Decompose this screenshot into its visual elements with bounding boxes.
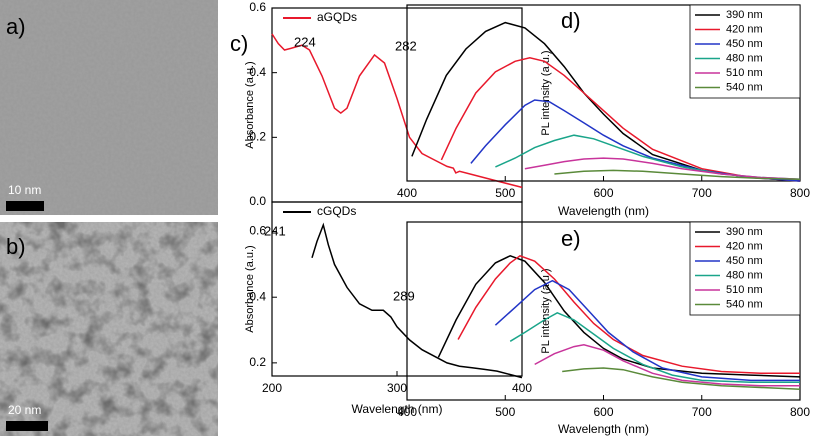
x-axis-label: Wavelength (nm) — [352, 402, 443, 416]
legend-label: cGQDs — [317, 204, 356, 218]
data-line — [509, 311, 800, 383]
x-tick-label: 500 — [495, 405, 515, 419]
annotation: 289 — [393, 288, 415, 303]
data-line — [271, 33, 523, 189]
data-line — [554, 169, 801, 180]
legend-label: 420 nm — [726, 23, 763, 35]
x-tick-label: 400 — [512, 381, 532, 395]
legend-box — [689, 4, 801, 99]
x-tick-label: 300 — [387, 381, 407, 395]
annotation: 224 — [294, 34, 316, 49]
x-axis-label: Wavelength (nm) — [558, 204, 649, 218]
legend-label: 390 nm — [726, 9, 763, 21]
x-tick-label: 700 — [692, 405, 712, 419]
y-tick-label: 0.4 — [249, 65, 266, 79]
x-tick-label: 200 — [262, 381, 282, 395]
data-line — [524, 157, 801, 180]
legend-label: aGQDs — [317, 10, 357, 24]
legend-label: 510 nm — [726, 284, 763, 296]
legend-label: 510 nm — [726, 67, 763, 79]
x-tick-label: 500 — [495, 186, 515, 200]
legend-label: 540 nm — [726, 298, 763, 310]
legend-label: 390 nm — [726, 226, 763, 238]
panel-label: b) — [6, 234, 26, 259]
legend-label: 420 nm — [726, 240, 763, 252]
y-tick-label: 0.0 — [249, 194, 266, 208]
legend-label: 450 nm — [726, 255, 763, 267]
data-line — [495, 134, 801, 180]
x-tick-label: 800 — [790, 405, 810, 419]
x-tick-label: 800 — [790, 186, 810, 200]
data-line — [311, 222, 523, 379]
data-line — [562, 367, 801, 391]
panel-label: d) — [561, 8, 581, 33]
legend-label: 450 nm — [726, 38, 763, 50]
data-line — [470, 99, 801, 182]
x-tick-label: 400 — [397, 186, 417, 200]
y-tick-label: 0.6 — [249, 224, 266, 238]
legend-label: 480 nm — [726, 269, 763, 281]
x-axis-label: Wavelength (nm) — [558, 422, 649, 436]
panel-label: a) — [6, 14, 26, 39]
y-tick-label: 0.4 — [249, 289, 266, 303]
data-line — [494, 279, 800, 382]
data-line — [534, 344, 800, 387]
panel-label: e) — [561, 226, 581, 251]
scale-bar-label: 10 nm — [8, 183, 41, 197]
annotation: 282 — [395, 38, 417, 53]
x-tick-label: 700 — [692, 186, 712, 200]
legend-box — [689, 221, 801, 316]
x-tick-label: 600 — [593, 186, 613, 200]
data-line — [457, 254, 800, 375]
tem-image-b: b) 20 nm — [0, 222, 218, 436]
y-tick-label: 0.6 — [249, 0, 266, 14]
data-line — [411, 21, 801, 182]
data-line — [437, 254, 801, 378]
scale-bar-label: 20 nm — [8, 403, 41, 417]
x-tick-label: 400 — [397, 405, 417, 419]
y-axis-label: PL intensity (a.u.) — [540, 50, 552, 135]
tem-image-a: a) 10 nm — [0, 0, 218, 215]
legend-label: 540 nm — [726, 81, 763, 93]
legend-label: 480 nm — [726, 52, 763, 64]
annotation: 241 — [264, 223, 286, 238]
data-line — [440, 57, 801, 182]
y-tick-label: 0.2 — [249, 130, 266, 144]
x-tick-label: 600 — [593, 405, 613, 419]
y-axis-label: Absorbance (a.u.) — [244, 245, 256, 332]
panel-label: c) — [230, 31, 248, 56]
y-axis-label: Absorbance (a.u.) — [244, 61, 256, 148]
y-tick-label: 0.2 — [249, 355, 266, 369]
